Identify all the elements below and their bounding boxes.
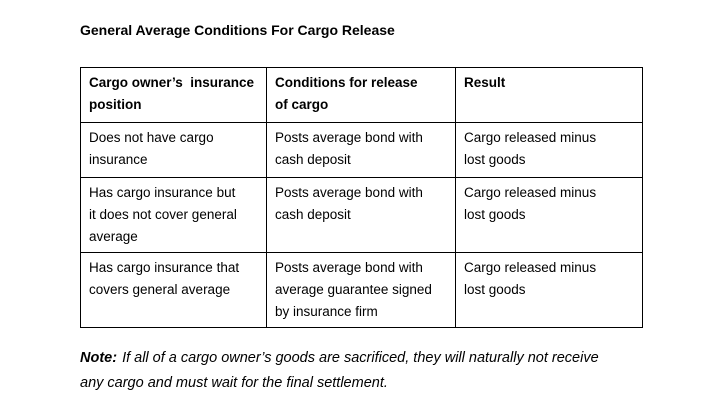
cell-result: Cargo released minus lost goods (455, 122, 643, 178)
cell-result: Cargo released minus lost goods (455, 252, 643, 328)
table-row: Does not have cargo insurance Posts aver… (80, 122, 643, 178)
note: Note: If all of a cargo owner’s goods are… (80, 346, 668, 396)
note-label: Note: (80, 350, 118, 366)
cell-insurance-position: Does not have cargo insurance (80, 122, 267, 178)
cell-result: Cargo released minus lost goods (455, 177, 643, 253)
cargo-release-table: Cargo owner’s insurance position Conditi… (80, 67, 643, 328)
header-cell-result: Result (455, 67, 643, 123)
cell-conditions: Posts average bond with cash deposit (266, 122, 456, 178)
cell-conditions: Posts average bond with average guarante… (266, 252, 456, 328)
cell-conditions: Posts average bond with cash deposit (266, 177, 456, 253)
table-row: Has cargo insurance that covers general … (80, 252, 643, 328)
table-row: Has cargo insurance but it does not cove… (80, 177, 643, 253)
cell-insurance-position: Has cargo insurance but it does not cove… (80, 177, 267, 253)
header-cell-conditions: Conditions for release of cargo (266, 67, 456, 123)
cell-insurance-position: Has cargo insurance that covers general … (80, 252, 267, 328)
note-text: If all of a cargo owner’s goods are sacr… (80, 350, 599, 391)
header-cell-insurance-position: Cargo owner’s insurance position (80, 67, 267, 123)
page-title: General Average Conditions For Cargo Rel… (80, 22, 395, 38)
table-header-row: Cargo owner’s insurance position Conditi… (80, 67, 643, 123)
